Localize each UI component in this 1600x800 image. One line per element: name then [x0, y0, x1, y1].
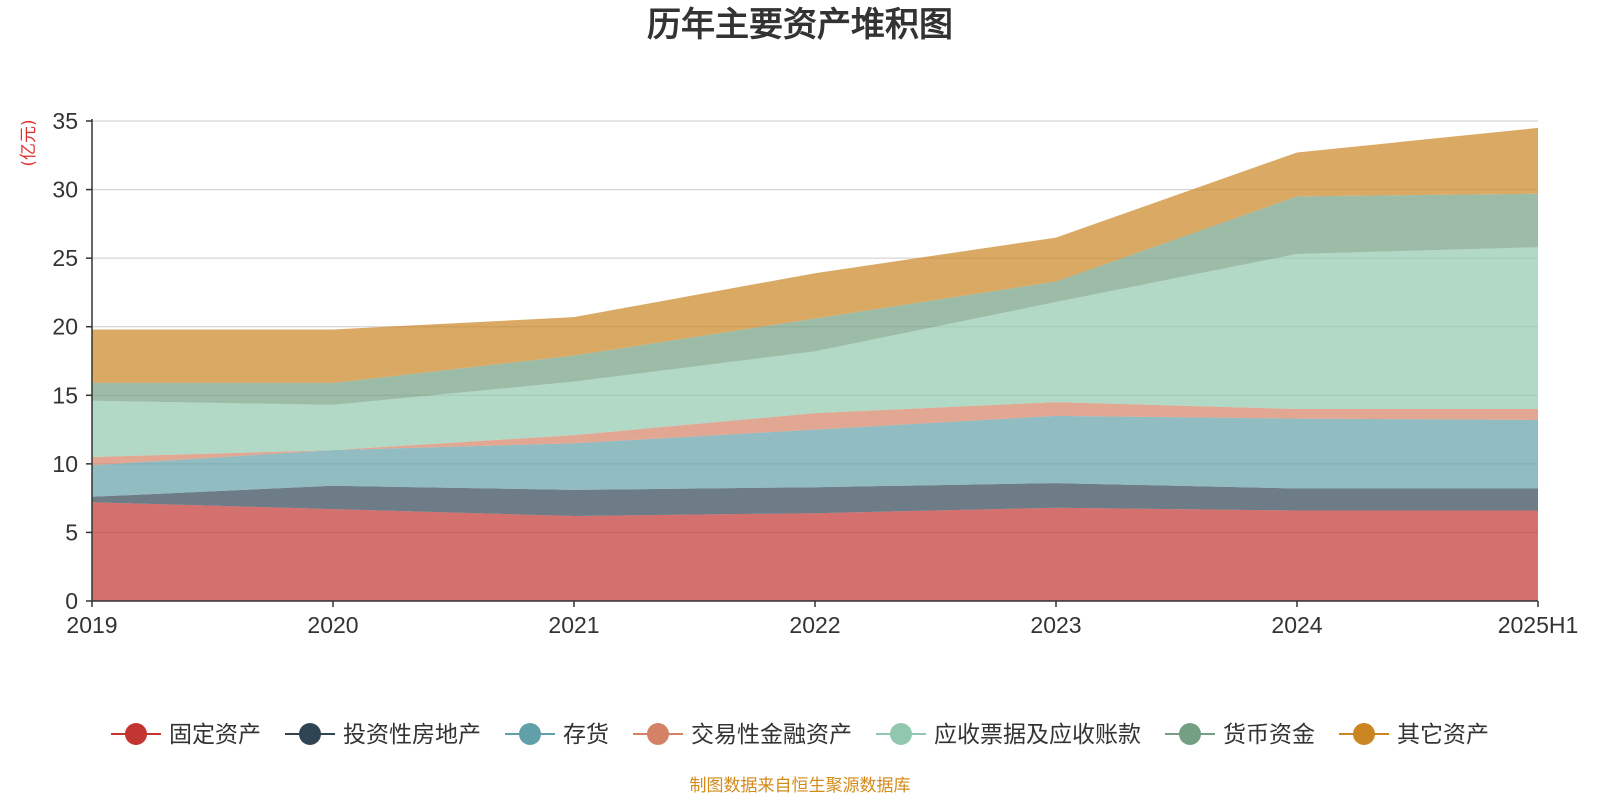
- x-tick-label: 2023: [1030, 612, 1081, 638]
- y-tick-label: 15: [52, 382, 78, 408]
- x-tick-label: 2021: [548, 612, 599, 638]
- y-tick-label: 20: [52, 314, 78, 340]
- legend-item-2[interactable]: 存货: [505, 722, 609, 748]
- legend-item-4[interactable]: 应收票据及应收账款: [876, 722, 1141, 748]
- data-source-footer: 制图数据来自恒生聚源数据库: [690, 776, 911, 796]
- legend-marker-icon: [1353, 723, 1375, 745]
- legend-item-6[interactable]: 其它资产: [1339, 722, 1489, 748]
- y-tick-label: 5: [65, 519, 78, 545]
- x-tick-label: 2019: [66, 612, 117, 638]
- legend-label: 其它资产: [1397, 722, 1489, 748]
- legend-marker-icon: [299, 723, 321, 745]
- area-series-5: [92, 193, 1538, 405]
- y-tick-label: 35: [52, 108, 78, 134]
- legend-marker-icon: [890, 723, 912, 745]
- area-series-6: [92, 127, 1538, 383]
- x-tick-label: 2020: [307, 612, 358, 638]
- x-tick-label: 2025H1: [1498, 612, 1579, 638]
- legend-label: 交易性金融资产: [691, 722, 852, 748]
- y-axis-unit: (亿元): [19, 119, 39, 166]
- legend-marker-icon: [1179, 723, 1201, 745]
- legend-marker-icon: [519, 723, 541, 745]
- legend-label: 投资性房地产: [343, 722, 481, 748]
- legend-label: 货币资金: [1223, 722, 1315, 748]
- legend-item-5[interactable]: 货币资金: [1165, 722, 1315, 748]
- area-series-3: [92, 402, 1538, 466]
- legend-marker-icon: [647, 723, 669, 745]
- area-series-4: [92, 247, 1538, 457]
- x-tick-label: 2022: [789, 612, 840, 638]
- y-tick-label: 30: [52, 177, 78, 203]
- y-tick-label: 0: [65, 588, 78, 614]
- chart-title: 历年主要资产堆积图: [647, 5, 953, 45]
- area-series-1: [92, 483, 1538, 516]
- legend-label: 固定资产: [169, 722, 261, 748]
- area-series-0: [92, 502, 1538, 601]
- legend-label: 存货: [563, 722, 609, 748]
- area-series: [92, 127, 1538, 601]
- y-tick-label: 10: [52, 451, 78, 477]
- x-tick-label: 2024: [1271, 612, 1322, 638]
- legend-item-1[interactable]: 投资性房地产: [285, 722, 481, 748]
- area-series-2: [92, 415, 1538, 497]
- legend-item-0[interactable]: 固定资产: [111, 722, 261, 748]
- axes: 0 5 10 15 20 25 30 35 2019 2020 2021 2022 2023 2024 20…: [52, 108, 1578, 638]
- legend[interactable]: 固定资产 投资性房地产 存货 交易性金融资产 应收票据及应收账款 货币资金 其它资产: [111, 722, 1489, 748]
- y-tick-label: 25: [52, 245, 78, 271]
- legend-item-3[interactable]: 交易性金融资产: [633, 722, 852, 748]
- legend-marker-icon: [125, 723, 147, 745]
- legend-label: 应收票据及应收账款: [934, 722, 1141, 748]
